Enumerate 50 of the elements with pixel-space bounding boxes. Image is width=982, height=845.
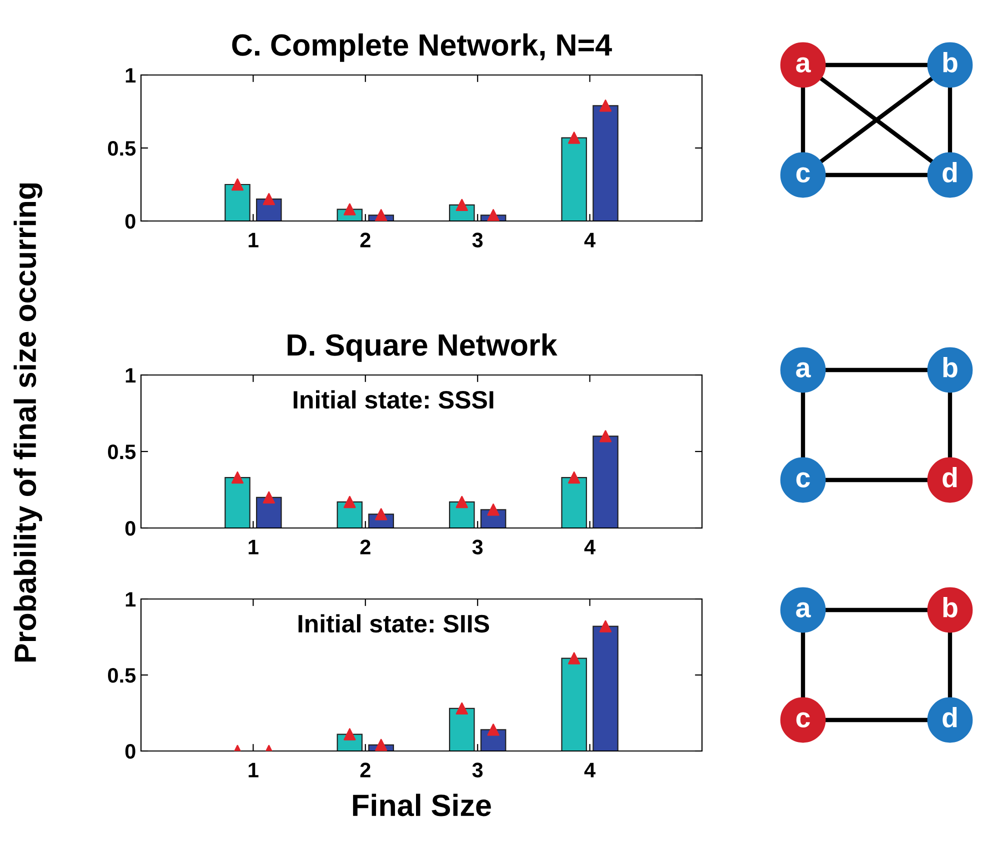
bar — [256, 496, 282, 528]
x-tick-label: 2 — [360, 540, 370, 554]
bar — [448, 501, 475, 528]
text: b — [943, 357, 958, 378]
bar — [592, 626, 618, 751]
bar — [561, 658, 587, 751]
text: a — [796, 57, 811, 72]
text: b — [943, 52, 958, 72]
x-tick-label: 1 — [248, 540, 258, 554]
text: b — [943, 597, 958, 618]
bar — [224, 184, 250, 221]
annotation: Initial state: SIIS — [298, 614, 490, 633]
y-axis-title: Probability of final size occurring — [14, 183, 42, 662]
y-tick-label: 0.5 — [108, 141, 136, 156]
x-tick-label: 2 — [360, 232, 370, 248]
y-tick-label: 0 — [125, 744, 136, 759]
text: d — [942, 467, 957, 488]
y-tick-label: 1 — [126, 368, 136, 383]
y-tick-label: 0.5 — [108, 668, 136, 683]
x-tick-label: 3 — [472, 762, 483, 778]
annotation: Initial state: SSSI — [294, 390, 494, 409]
text: a — [796, 602, 811, 618]
x-tick-label: 1 — [248, 762, 258, 778]
x-tick-label: 4 — [584, 762, 596, 778]
x-axis-title: Final Size — [353, 794, 491, 816]
y-tick-label: 1 — [126, 68, 136, 83]
bar — [561, 137, 587, 221]
text: c — [796, 712, 810, 728]
x-tick-label: 4 — [584, 540, 596, 554]
x-tick-label: 1 — [248, 232, 258, 248]
bar — [592, 436, 618, 528]
bar — [224, 476, 250, 528]
x-tick-label: 3 — [472, 540, 483, 554]
text: a — [796, 362, 811, 378]
x-tick-label: 4 — [584, 232, 596, 248]
bar — [561, 476, 587, 528]
text: d — [942, 707, 957, 728]
bar — [448, 708, 475, 751]
bar — [592, 105, 618, 221]
chart-title: C. Complete Network, N=4 — [232, 33, 612, 62]
text: d — [942, 162, 957, 182]
x-tick-label: 3 — [472, 232, 483, 248]
y-tick-label: 0.5 — [108, 444, 136, 460]
chart-title: D. Square Network — [288, 333, 558, 362]
text: c — [796, 167, 810, 182]
y-tick-label: 0 — [125, 521, 136, 536]
y-tick-label: 1 — [126, 592, 136, 607]
text: c — [796, 472, 810, 488]
x-tick-label: 2 — [360, 762, 370, 778]
y-tick-label: 0 — [125, 214, 136, 229]
